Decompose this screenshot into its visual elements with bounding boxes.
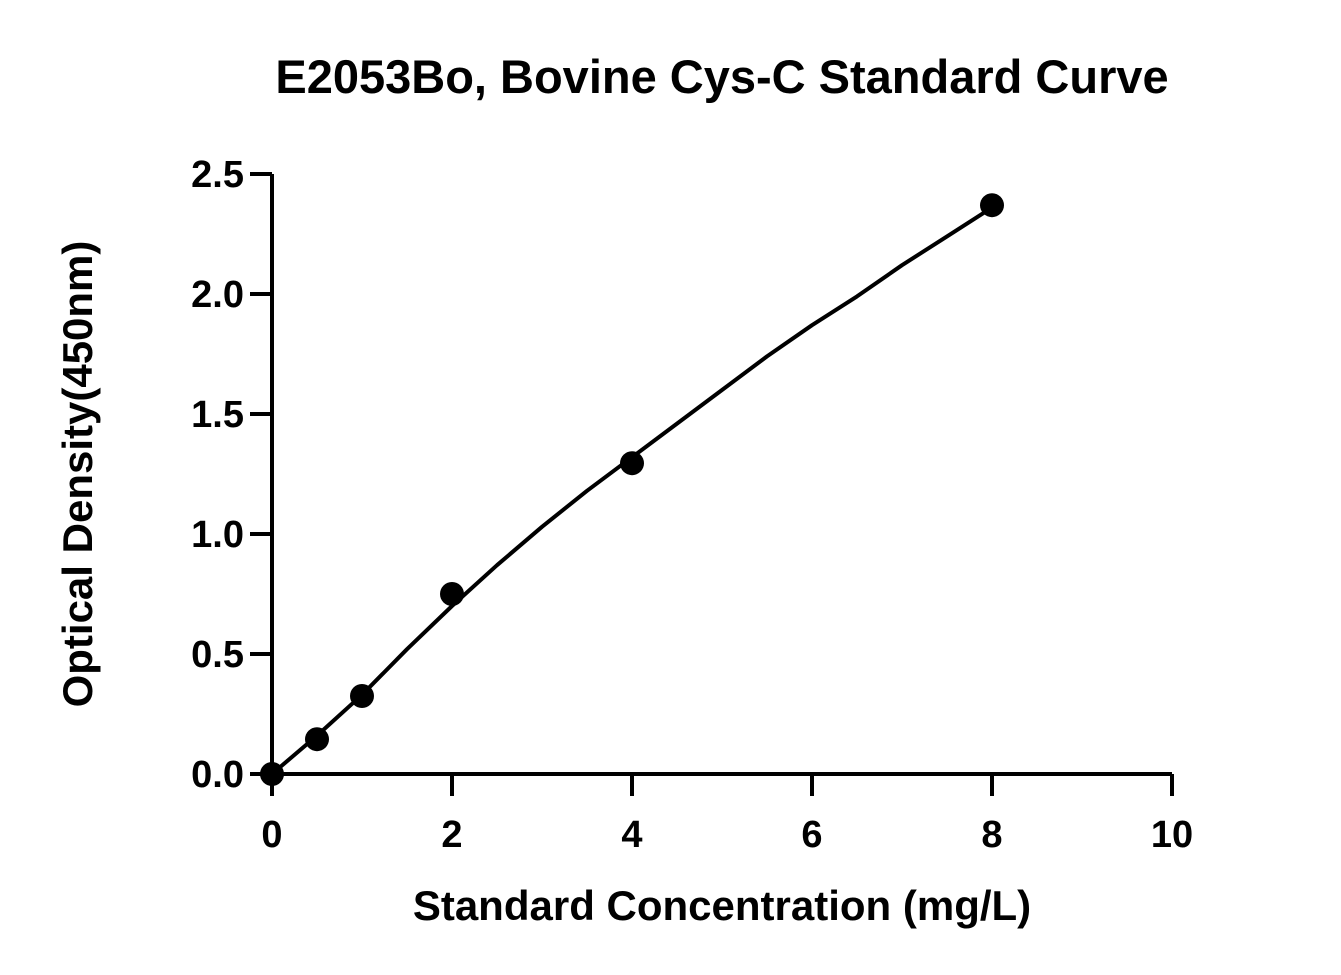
x-axis-label: Standard Concentration (mg/L) — [413, 882, 1031, 929]
x-tick-label: 0 — [261, 814, 282, 856]
y-tick-label: 0.0 — [191, 754, 244, 796]
data-point — [350, 684, 374, 708]
data-point — [620, 451, 644, 476]
y-tick-label: 1.5 — [191, 394, 244, 436]
data-point — [260, 762, 284, 786]
x-tick-label: 10 — [1151, 814, 1193, 856]
fit-curve-line — [270, 205, 994, 776]
y-tick-label: 1.0 — [191, 514, 244, 556]
data-point — [980, 193, 1004, 218]
x-axis: 0 2 4 6 8 10 — [261, 772, 1193, 856]
data-point — [305, 727, 329, 752]
data-points-group — [260, 193, 1004, 786]
y-tick-label: 0.5 — [191, 634, 244, 676]
x-tick-label: 2 — [441, 814, 462, 856]
y-tick-label: 2.5 — [191, 154, 244, 196]
x-tick-label: 6 — [801, 814, 822, 856]
y-axis-label: Optical Density(450nm) — [54, 241, 101, 708]
fit-curve-group — [270, 205, 994, 776]
chart-title: E2053Bo, Bovine Cys-C Standard Curve — [275, 50, 1168, 103]
x-tick-label: 8 — [981, 814, 1002, 856]
y-tick-label: 2.0 — [191, 274, 244, 316]
x-tick-label: 4 — [621, 814, 642, 856]
y-axis: 0.0 0.5 1.0 1.5 2.0 2.5 — [191, 154, 274, 796]
data-point — [440, 582, 464, 606]
